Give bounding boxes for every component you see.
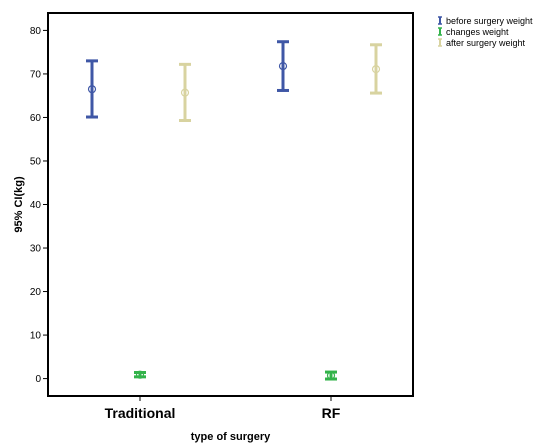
- mean-point: [278, 61, 288, 71]
- error-bar: [179, 62, 191, 123]
- legend-label: after surgery weight: [446, 38, 526, 48]
- x-tick-label: Traditional: [105, 405, 176, 421]
- y-tick-label: 60: [30, 113, 42, 124]
- x-axis-title: type of surgery: [191, 431, 271, 443]
- x-axis: Traditional RF: [105, 396, 341, 421]
- x-tick-label: RF: [322, 405, 341, 421]
- error-bar: [86, 59, 98, 119]
- error-bar: [370, 43, 382, 95]
- y-tick-label: 80: [30, 26, 42, 37]
- y-tick-label: 40: [30, 200, 42, 211]
- error-bar: [134, 370, 146, 379]
- mean-point: [135, 370, 145, 379]
- error-bar: [325, 370, 337, 381]
- y-tick-label: 50: [30, 156, 42, 167]
- mean-point: [180, 88, 190, 97]
- legend-label: before surgery weight: [446, 16, 533, 26]
- mean-point: [371, 65, 381, 74]
- y-tick-label: 10: [30, 331, 42, 342]
- y-axis-title: 95% CI(kg): [13, 176, 25, 233]
- y-axis: 0 10 20 30 40 50 60 70 80: [30, 26, 48, 385]
- legend-label: changes weight: [446, 27, 509, 37]
- y-tick-label: 20: [30, 287, 42, 298]
- y-tick-label: 30: [30, 244, 42, 255]
- mean-point: [326, 371, 336, 380]
- mean-point: [87, 85, 97, 94]
- error-bar: [277, 40, 289, 92]
- y-tick-label: 0: [35, 374, 41, 385]
- y-tick-label: 70: [30, 69, 42, 80]
- plot-area: [47, 12, 414, 397]
- error-bars: [86, 40, 382, 381]
